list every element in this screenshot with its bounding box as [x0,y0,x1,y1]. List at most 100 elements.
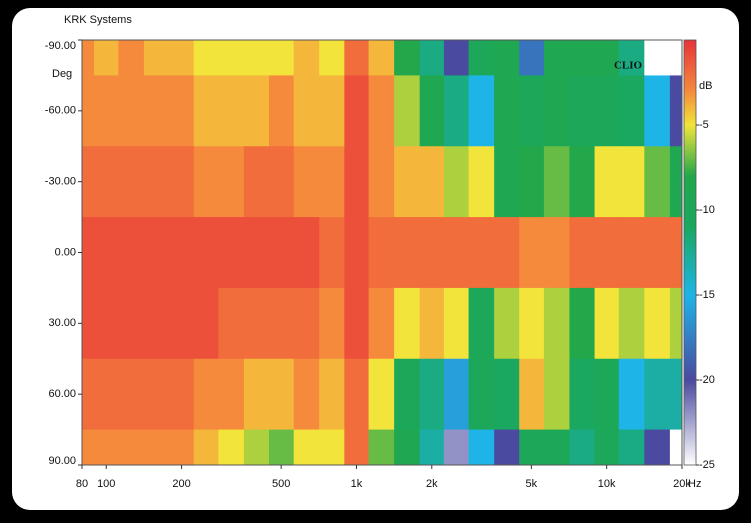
heat-cell [594,287,620,360]
heat-cell [269,287,295,360]
heat-cell [193,429,219,466]
heat-cell [644,429,671,466]
heat-cell [193,217,219,289]
heat-cell [669,429,683,466]
heat-cell [319,146,345,218]
heat-cell [368,358,395,431]
heat-cell [419,217,445,289]
heat-cell [394,429,421,466]
heat-cell [594,146,620,218]
heat-cell [82,146,95,218]
heat-cell [519,75,545,147]
heat-cell [218,75,245,147]
heat-cell [82,358,95,431]
heat-cell [82,75,95,147]
heat-cell [618,429,645,466]
heat-cell [494,217,520,289]
heat-cell [319,75,345,147]
heat-cell [468,146,495,218]
heat-cell [569,429,596,466]
heat-cell [594,40,620,76]
heat-cell [594,429,620,466]
heat-cell [644,217,671,289]
heat-cell [82,429,95,466]
heat-cell [519,287,545,360]
heat-cell [118,146,145,218]
heat-cell [494,146,520,218]
heat-cell [618,217,645,289]
heat-cell [243,217,270,289]
heat-cell [344,217,370,289]
heat-cell [319,40,345,76]
heat-cell [669,358,683,431]
heat-cell [669,75,683,147]
y-tick-label: 30.00 [48,317,76,329]
heat-cell [419,146,445,218]
heat-cell [293,146,320,218]
x-tick-label: 2k [426,478,438,490]
y-tick-label: -60.00 [45,105,76,117]
heat-cell [368,146,395,218]
heat-cell [344,75,370,147]
heat-cell [344,287,370,360]
heat-cell [118,287,145,360]
heat-cell [494,75,520,147]
heat-cell [169,358,195,431]
heat-cell [644,40,671,76]
heat-cell [443,40,470,76]
heat-cell [368,40,395,76]
heat-cell [118,75,145,147]
heat-cell [419,429,445,466]
heat-cell [94,75,119,147]
heat-cell [494,358,520,431]
heat-cell [82,287,95,360]
heat-cell [569,40,596,76]
heat-cell [394,217,421,289]
heat-cell [443,287,470,360]
heat-cell [293,429,320,466]
colorbar-tick-label: -10 [699,204,715,216]
heat-cell [243,429,270,466]
heat-cell [319,217,345,289]
heat-cell [368,287,395,360]
heat-cell [644,75,671,147]
colorbar-tick-label: -15 [699,289,715,301]
heat-cell [143,217,170,289]
heat-cell [218,358,245,431]
colorbar-tick-label: -20 [699,374,715,386]
heat-cell [82,40,95,76]
heat-cell [443,358,470,431]
heat-cell [218,429,245,466]
heat-cell [618,40,645,76]
x-tick-label: 200 [172,478,190,490]
heat-cell [669,40,683,76]
heat-cell [644,146,671,218]
heat-cell [468,358,495,431]
heat-cell [618,287,645,360]
heat-cell [669,287,683,360]
heat-cell [569,146,596,218]
x-tick-label: 500 [272,478,290,490]
heat-cell [443,217,470,289]
heat-cell [494,429,520,466]
heat-cell [243,287,270,360]
heat-cell [594,358,620,431]
heat-cell [394,40,421,76]
heat-cell [319,358,345,431]
heat-cell [218,217,245,289]
heat-cell [143,40,170,76]
heat-cell [193,146,219,218]
heat-cell [519,217,545,289]
x-tick-label: 10k [598,478,616,490]
heat-cell [143,358,170,431]
heat-cell [82,217,95,289]
heat-cell [344,146,370,218]
y-tick-label: 0.00 [55,246,76,258]
heat-cell [319,429,345,466]
heat-cell [368,217,395,289]
heat-cell [468,75,495,147]
heat-cell [543,40,570,76]
heat-cell [519,40,545,76]
heat-cell [269,429,295,466]
